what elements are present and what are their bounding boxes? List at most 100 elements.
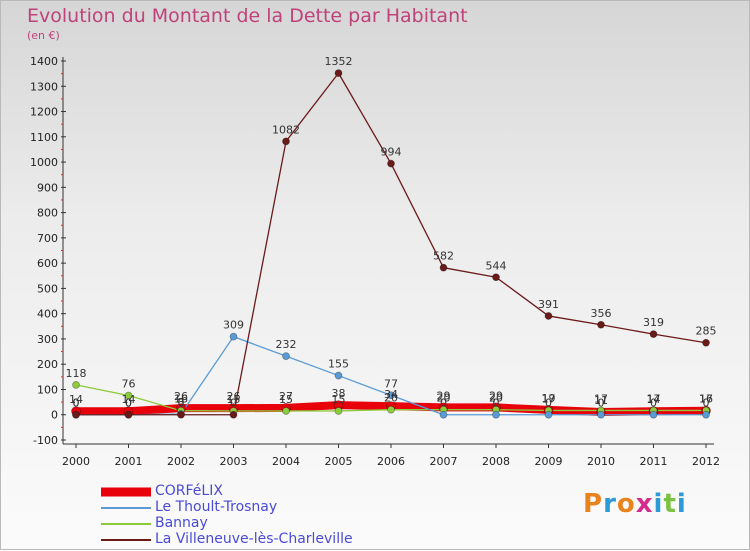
data-label: 19 — [542, 392, 556, 405]
y-tick-label: 600 — [37, 257, 58, 270]
x-tick-label: 2012 — [692, 455, 720, 468]
data-label: 0 — [73, 397, 80, 410]
data-point — [282, 352, 290, 361]
data-point — [544, 410, 553, 419]
data-point — [124, 391, 133, 400]
data-label: 20 — [384, 392, 398, 405]
data-point — [229, 332, 238, 341]
data-label: 77 — [384, 377, 398, 390]
logo-letter: t — [663, 489, 677, 519]
data-label: 29 — [437, 389, 451, 402]
data-point — [334, 407, 343, 415]
data-point — [124, 410, 133, 419]
data-label: 0 — [598, 397, 605, 410]
data-point — [229, 410, 238, 419]
data-label: 14 — [69, 393, 83, 406]
y-tick-label: 1200 — [30, 106, 58, 119]
proxiti-logo: Proxiti — [583, 489, 687, 519]
data-point — [177, 410, 185, 419]
data-label: 582 — [433, 250, 454, 263]
x-tick-label: 2007 — [430, 455, 458, 468]
data-label: 17 — [594, 392, 608, 405]
y-tick-label: 500 — [37, 282, 58, 295]
data-label: 285 — [696, 325, 717, 338]
data-point — [282, 407, 290, 415]
legend-label: Bannay — [155, 515, 208, 531]
y-ticks: -100 0 100 200 300 400 500 600 700 800 900 1000 1100… — [30, 55, 66, 447]
legend-swatch-le-thoult-trosnay — [101, 507, 151, 509]
data-label: 0 — [493, 397, 500, 410]
series-points — [71, 69, 711, 419]
y-tick-label: 100 — [37, 383, 58, 396]
data-label: 16 — [174, 393, 188, 406]
data-point — [649, 330, 658, 339]
y-tick-label: 1300 — [30, 80, 58, 93]
data-point — [439, 410, 448, 419]
x-tick-label: 2009 — [535, 455, 563, 468]
chart-subtitle: (en €) — [27, 29, 60, 42]
x-tick-label: 2005 — [325, 455, 353, 468]
y-tick-label: 1000 — [30, 156, 58, 169]
x-ticks: 2000 2001 2002 2003 2004 2005 2006 2007 2008 2009… — [62, 444, 720, 468]
data-label: 994 — [381, 146, 402, 159]
x-tick-label: 2000 — [62, 455, 90, 468]
data-label: 76 — [122, 378, 136, 391]
legend-swatch-corfelix — [101, 487, 151, 497]
data-label: 0 — [125, 397, 132, 410]
data-label: 17 — [699, 392, 713, 405]
data-label: 232 — [276, 338, 297, 351]
data-point — [492, 273, 500, 282]
data-label: 391 — [538, 298, 559, 311]
data-point — [597, 320, 605, 329]
data-label: 0 — [650, 397, 657, 410]
data-point — [282, 137, 290, 146]
y-tick-label: 300 — [37, 333, 58, 346]
data-label: 20 — [489, 392, 503, 405]
y-tick-label: 1100 — [30, 131, 58, 144]
data-label: 11 — [594, 394, 608, 407]
legend-label: CORFéLIX — [155, 483, 223, 499]
logo-letter: P — [583, 489, 604, 519]
data-label: 0 — [703, 397, 710, 410]
x-tick-label: 2011 — [640, 455, 668, 468]
series-line-3 — [76, 72, 707, 416]
logo-letter: r — [603, 489, 617, 519]
data-label: 0 — [230, 397, 237, 410]
data-label: 0 — [545, 397, 552, 410]
data-point — [387, 159, 395, 168]
data-label: 14 — [122, 393, 136, 406]
series-lines — [75, 72, 707, 416]
x-tick-label: 2008 — [482, 455, 510, 468]
y-tick-label: 1400 — [30, 55, 58, 68]
data-label: 15 — [332, 393, 346, 406]
data-point — [72, 410, 80, 419]
legend-swatch-bannay — [101, 523, 151, 525]
data-point — [702, 338, 710, 347]
chart-title: Evolution du Montant de la Dette par Hab… — [27, 5, 468, 27]
y-tick-label: 900 — [37, 181, 58, 194]
data-labels: 14 14 26 26 27 38 34 29 29 19 11 14 16 118 76 16 15 15 15 2… — [66, 55, 717, 410]
legend-label: Le Thoult-Trosnay — [155, 499, 278, 515]
logo-letter: x — [635, 489, 654, 519]
data-label: 38 — [332, 387, 346, 400]
y-tick-label: 700 — [37, 232, 58, 245]
logo-letter: o — [616, 489, 636, 519]
data-point — [702, 410, 710, 419]
data-label: 155 — [328, 358, 349, 371]
data-point — [649, 410, 658, 419]
data-point — [334, 69, 343, 78]
logo-letter: i — [676, 489, 687, 519]
data-label: 1082 — [272, 123, 300, 136]
data-label: 17 — [647, 392, 661, 405]
data-point — [387, 405, 395, 414]
legend-swatch-la-villeneuve — [101, 539, 151, 541]
y-tick-label: 0 — [51, 409, 58, 422]
data-label: 3 — [178, 396, 185, 409]
x-tick-label: 2004 — [272, 455, 300, 468]
data-label: 0 — [440, 397, 447, 410]
data-point — [439, 263, 448, 272]
data-point — [72, 381, 80, 389]
data-label: 0 — [178, 397, 185, 410]
